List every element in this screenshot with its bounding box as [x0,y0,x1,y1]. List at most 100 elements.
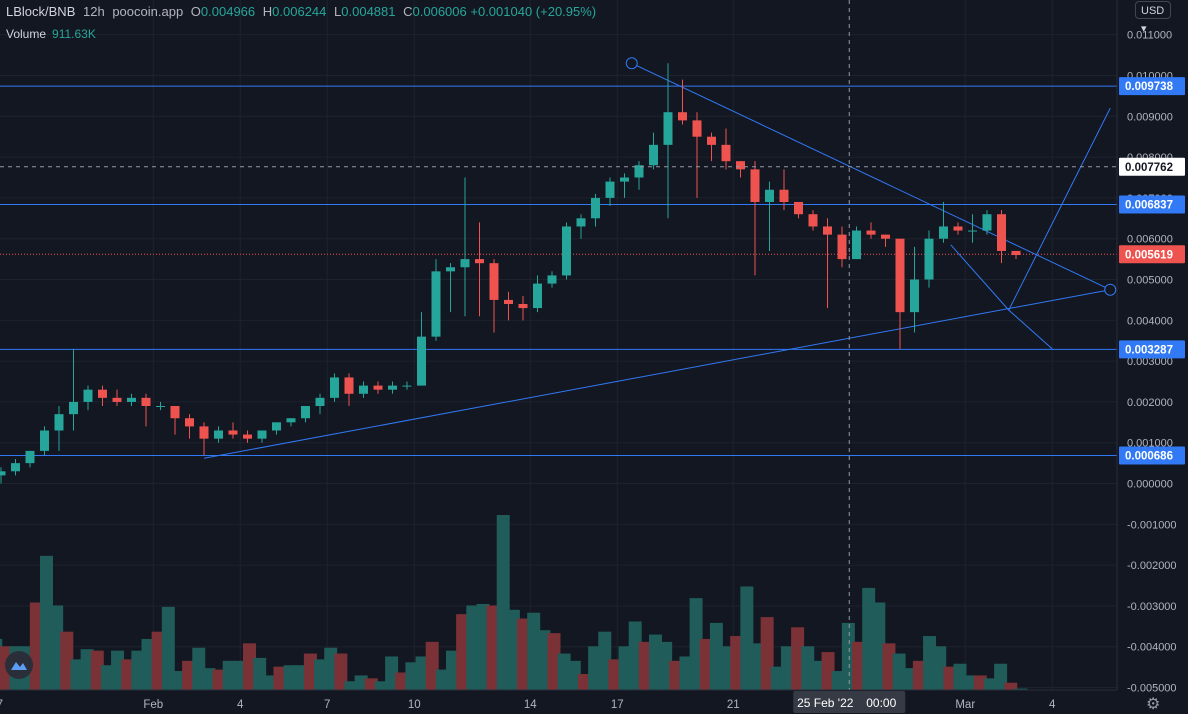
candle-body [533,283,542,309]
volume-bar [811,660,825,690]
volume-bars [0,515,1028,690]
symbol-name[interactable]: LBlock/BNB [6,4,76,19]
volume-bar [973,675,987,690]
volume-bar [598,631,612,690]
price-tick-label: -0.005000 [1127,683,1177,695]
price-axis[interactable]: 0.0110000.0100000.0090000.0080000.007000… [1116,0,1188,714]
volume-bar [983,678,997,690]
candle-body [272,422,281,431]
time-tick-label: 27 [0,699,3,711]
candle-body [1011,250,1021,256]
price-tick-label: -0.004000 [1127,642,1177,654]
volume-bar [364,678,378,690]
time-tick-label: 14 [524,699,537,711]
volume-bar [659,641,673,690]
app-logo-icon[interactable] [5,651,33,679]
candle-body [721,144,731,162]
volume-bar [709,622,723,690]
candle-body [489,263,499,300]
candle-body [11,463,20,472]
price-label-badge [1119,340,1185,359]
candle-body [953,226,963,231]
price-label-text: 0.009738 [1125,81,1174,93]
volume-bar [395,672,409,690]
crosshair-time-label: 00:00 [866,696,896,710]
volume-bar [852,641,865,690]
volume-label: Volume [6,27,47,41]
volume-bar [212,669,226,690]
time-tick-label: 4 [1049,699,1056,711]
volume-bar [70,659,84,690]
candle-body [431,271,441,337]
volume-bar [466,605,480,690]
interval-label[interactable]: 12h [83,4,105,19]
volume-bar [314,659,328,690]
candle-body [765,189,774,202]
volume-bar [862,587,876,690]
volume-bar [425,641,439,690]
candle-body [141,397,151,407]
trendline[interactable] [631,62,1111,291]
high-label: H [262,4,273,19]
trendline-drawings[interactable] [203,57,1117,459]
candle-body [707,136,716,145]
volume-bar [608,659,622,690]
volume-bar [415,656,429,690]
price-tick-label: -0.001000 [1127,519,1177,531]
candle-body [54,414,64,431]
trendline[interactable] [203,289,1111,459]
time-axis[interactable]: 27 Feb 4 7 10 14 17 21 Mar 4 25 Feb '22 00:00 [0,689,1117,714]
crosshair-date-label: 25 Feb '22 [797,696,854,710]
trendline-handle[interactable] [625,57,638,70]
price-label-badge [1119,77,1185,96]
candle-body [881,234,890,239]
candle-body [0,471,6,476]
volume-bar [374,681,388,690]
trendline[interactable] [950,244,1010,311]
volume-bar [171,671,185,690]
candle-body [736,161,745,170]
volume-bar [435,669,449,690]
time-axis-background [0,690,1117,714]
candle-body [359,385,368,394]
volume-bar [537,630,551,690]
candle-body [823,226,832,235]
gear-icon[interactable]: ⚙ [1146,696,1161,713]
candle-body [98,389,107,398]
candle-body [634,165,644,178]
price-label-badge [1119,245,1185,264]
volume-bar [476,603,490,690]
volume-bar [344,681,358,690]
volume-bar [720,646,734,690]
volume-bar [324,647,338,690]
volume-bar [994,663,1008,690]
price-tick-label: -0.002000 [1127,560,1177,572]
volume-bar [161,606,175,690]
candle-body [808,214,818,227]
chart-grid [0,0,1117,690]
price-tick-label: 0.006000 [1127,234,1173,246]
trendline-handle[interactable] [1104,283,1117,296]
candle-body [40,430,49,451]
time-tick-label: 21 [727,699,740,711]
candle-body [779,189,789,202]
crosshair [0,0,1117,690]
candle-body [127,397,136,402]
volume-bar [801,646,815,690]
time-tick-label: 17 [611,699,624,711]
volume-bar [141,638,155,690]
currency-select[interactable]: USD ▾ [1135,1,1171,35]
volume-bar [273,666,287,690]
volume-bar [303,653,317,690]
price-tick-label: -0.003000 [1127,601,1177,613]
price-tick-label: 0.004000 [1127,315,1173,327]
price-label-badge [1119,195,1185,214]
trendline[interactable] [1008,309,1053,350]
candle-body [301,406,310,419]
trendline[interactable] [1008,107,1111,311]
volume-bar [750,643,764,690]
volume-bar [791,627,805,690]
volume-bar [446,650,459,690]
candle-body [837,234,847,260]
